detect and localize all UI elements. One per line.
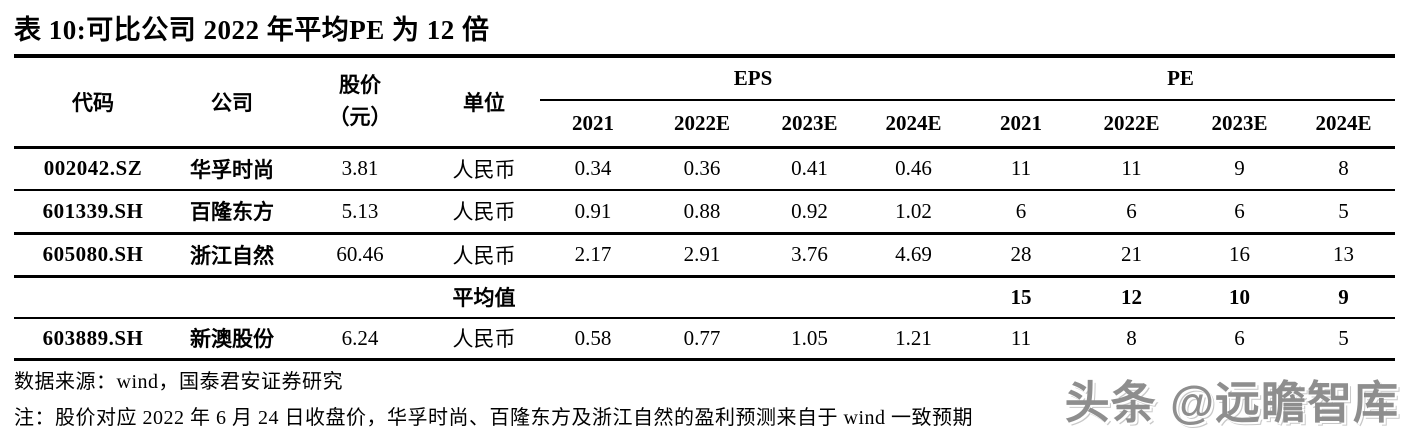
col-header-eps-2023e: 2023E — [758, 100, 861, 149]
cell-unit: 人民币 — [428, 233, 540, 278]
cell-price: 3.81 — [292, 147, 428, 191]
col-header-price: 股价 （元） — [292, 58, 428, 149]
col-group-pe: PE — [966, 58, 1396, 101]
cell-pe-2024e: 5 — [1292, 318, 1396, 361]
cell-eps-2023e: 1.05 — [758, 318, 861, 361]
cell-eps-2022e: 2.91 — [646, 233, 758, 278]
cell-pe-2021: 11 — [966, 147, 1077, 191]
average-label: 平均值 — [428, 276, 540, 319]
col-header-pe-2022e: 2022E — [1076, 100, 1188, 149]
cell-avg-pe-2023e: 10 — [1187, 276, 1293, 319]
watermark-toutiao-yuanzhan: 头条 @远瞻智库 — [1064, 377, 1399, 428]
cell-pe-2021: 6 — [966, 190, 1077, 235]
cell-eps-2023e: 3.76 — [758, 233, 861, 278]
cell-pe-2024e: 8 — [1292, 147, 1396, 191]
cell-pe-2022e: 11 — [1076, 147, 1188, 191]
cell-empty — [540, 276, 646, 319]
cell-pe-2023e: 9 — [1187, 147, 1293, 191]
col-group-eps: EPS — [540, 58, 967, 101]
cell-empty — [861, 276, 967, 319]
col-header-code: 代码 — [14, 58, 172, 149]
cell-pe-2023e: 6 — [1187, 190, 1293, 235]
cell-code: 603889.SH — [14, 318, 172, 361]
cell-eps-2024e: 1.02 — [861, 190, 967, 235]
cell-empty — [172, 276, 292, 319]
cell-pe-2023e: 16 — [1187, 233, 1293, 278]
col-header-unit: 单位 — [428, 58, 540, 149]
cell-code: 002042.SZ — [14, 147, 172, 191]
cell-company: 华孚时尚 — [172, 147, 292, 191]
table-header: 代码 公司 股价 （元） 单位 EPS PE 2021 2022E 2023E … — [14, 58, 1396, 149]
table-row: 002042.SZ 华孚时尚 3.81 人民币 0.34 0.36 0.41 0… — [14, 147, 1396, 191]
cell-eps-2021: 0.34 — [540, 147, 646, 191]
cell-eps-2021: 0.91 — [540, 190, 646, 235]
cell-unit: 人民币 — [428, 147, 540, 191]
average-row: 平均值 15 12 10 9 — [14, 276, 1396, 319]
cell-company: 浙江自然 — [172, 233, 292, 278]
col-header-pe-2024e: 2024E — [1292, 100, 1396, 149]
cell-eps-2024e: 0.46 — [861, 147, 967, 191]
cell-unit: 人民币 — [428, 318, 540, 361]
col-header-pe-2021: 2021 — [966, 100, 1077, 149]
cell-pe-2022e: 8 — [1076, 318, 1188, 361]
cell-pe-2022e: 6 — [1076, 190, 1188, 235]
cell-avg-pe-2022e: 12 — [1076, 276, 1188, 319]
col-header-pe-2023e: 2023E — [1187, 100, 1293, 149]
cell-empty — [758, 276, 861, 319]
cell-pe-2024e: 13 — [1292, 233, 1396, 278]
cell-eps-2024e: 1.21 — [861, 318, 967, 361]
cell-avg-pe-2021: 15 — [966, 276, 1077, 319]
cell-pe-2024e: 5 — [1292, 190, 1396, 235]
cell-eps-2021: 2.17 — [540, 233, 646, 278]
cell-avg-pe-2024e: 9 — [1292, 276, 1396, 319]
cell-code: 605080.SH — [14, 233, 172, 278]
cell-eps-2021: 0.58 — [540, 318, 646, 361]
cell-eps-2022e: 0.77 — [646, 318, 758, 361]
cell-eps-2023e: 0.41 — [758, 147, 861, 191]
cell-pe-2023e: 6 — [1187, 318, 1293, 361]
cell-pe-2021: 11 — [966, 318, 1077, 361]
table-title: 表 10:可比公司 2022 年平均PE 为 12 倍 — [14, 6, 1395, 58]
cell-company: 新澳股份 — [172, 318, 292, 361]
price-label-line2: （元） — [328, 104, 392, 129]
data-source-note: 数据来源：wind，国泰君安证券研究 — [14, 370, 343, 393]
cell-pe-2021: 28 — [966, 233, 1077, 278]
cell-code: 601339.SH — [14, 190, 172, 235]
price-date-note: 注：股价对应 2022 年 6 月 24 日收盘价，华孚时尚、百隆东方及浙江自然… — [14, 406, 973, 429]
comparable-companies-table: 代码 公司 股价 （元） 单位 EPS PE 2021 2022E 2023E … — [14, 58, 1396, 361]
cell-empty — [292, 276, 428, 319]
table-row: 601339.SH 百隆东方 5.13 人民币 0.91 0.88 0.92 1… — [14, 190, 1396, 235]
cell-eps-2023e: 0.92 — [758, 190, 861, 235]
cell-eps-2022e: 0.36 — [646, 147, 758, 191]
cell-empty — [646, 276, 758, 319]
col-header-eps-2021: 2021 — [540, 100, 646, 149]
cell-price: 6.24 — [292, 318, 428, 361]
col-header-eps-2024e: 2024E — [861, 100, 967, 149]
table-row: 603889.SH 新澳股份 6.24 人民币 0.58 0.77 1.05 1… — [14, 318, 1396, 361]
cell-company: 百隆东方 — [172, 190, 292, 235]
col-header-eps-2022e: 2022E — [646, 100, 758, 149]
price-label-line1: 股价 — [339, 73, 381, 98]
cell-eps-2022e: 0.88 — [646, 190, 758, 235]
cell-empty — [14, 276, 172, 319]
cell-price: 60.46 — [292, 233, 428, 278]
cell-price: 5.13 — [292, 190, 428, 235]
col-header-company: 公司 — [172, 58, 292, 149]
table-row: 605080.SH 浙江自然 60.46 人民币 2.17 2.91 3.76 … — [14, 233, 1396, 278]
cell-eps-2024e: 4.69 — [861, 233, 967, 278]
cell-unit: 人民币 — [428, 190, 540, 235]
footnotes: 数据来源：wind，国泰君安证券研究 注：股价对应 2022 年 6 月 24 … — [14, 372, 1395, 428]
cell-pe-2022e: 21 — [1076, 233, 1188, 278]
